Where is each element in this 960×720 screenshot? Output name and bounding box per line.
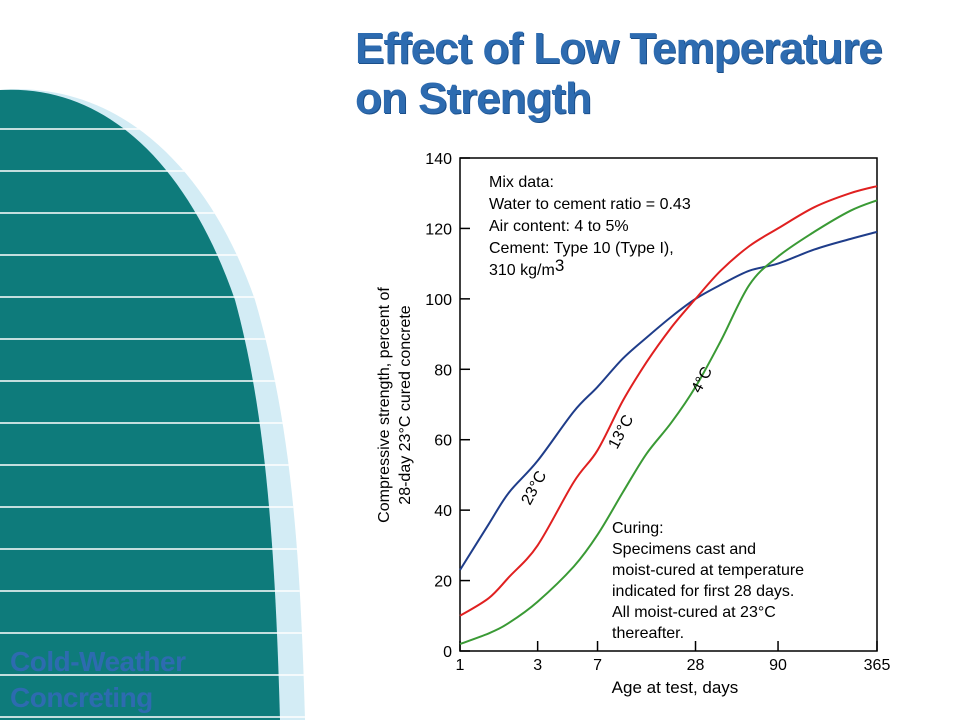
curing-line-4: indicated for first 28 days. <box>612 583 794 600</box>
y-tick-label: 80 <box>434 362 452 379</box>
y-axis-label-line-1: Compressive strength, percent of <box>376 287 393 523</box>
curing-line-6: thereafter. <box>612 625 684 642</box>
y-tick-label: 20 <box>434 574 452 591</box>
series-lines <box>459 185 878 645</box>
curing-line-1: Curing: <box>612 520 664 537</box>
curing-note: Curing: Specimens cast and moist-cured a… <box>612 520 804 642</box>
course-label-line-2: Concreting <box>10 682 153 713</box>
strength-chart: 0 20 40 60 80 100 120 140 1 3 7 28 90 365 Compressiv… <box>376 151 891 697</box>
y-axis: 0 20 40 60 80 100 120 140 <box>425 151 470 661</box>
course-label: Cold-Weather Concreting <box>10 644 186 716</box>
y-tick-label: 120 <box>425 221 452 238</box>
mix-data-line-4: Cement: Type 10 (Type I), <box>489 240 674 257</box>
y-tick-label: 100 <box>425 292 452 309</box>
slide-title-line-1: Effect of Low Temperature <box>355 24 883 73</box>
plot-frame <box>459 157 878 652</box>
x-tick-label: 28 <box>687 657 705 674</box>
slide-decoration <box>0 89 305 720</box>
mix-data-note: Mix data: Water to cement ratio = 0.43 A… <box>489 174 691 279</box>
y-tick-label: 40 <box>434 503 452 520</box>
x-tick-label: 3 <box>533 657 542 674</box>
y-tick-label: 140 <box>425 151 452 168</box>
mix-data-line-3: Air content: 4 to 5% <box>489 218 629 235</box>
x-tick-label: 7 <box>593 657 602 674</box>
series-line-2 <box>459 185 878 617</box>
mix-data-line-1: Mix data: <box>489 174 554 191</box>
series-line-1 <box>459 230 878 571</box>
series-line-3 <box>459 199 878 645</box>
series-label-4c: 4°C <box>689 364 717 396</box>
x-tick-label: 365 <box>864 657 891 674</box>
teal-arc-shape <box>0 89 280 720</box>
curing-line-5: All moist-cured at 23°C <box>612 604 776 621</box>
mix-data-line-5: 310 kg/m3 <box>489 256 564 279</box>
series-label-23c: 23°C <box>519 468 551 508</box>
y-axis-label-line-2: 28-day 23°C cured concrete <box>397 305 414 505</box>
slide-title-line-2: on Strength <box>355 74 592 123</box>
series-label-13c: 13°C <box>606 412 638 452</box>
curing-line-3: moist-cured at temperature <box>612 562 804 579</box>
mix-data-unit: 310 kg/m <box>489 262 555 279</box>
x-axis: 1 3 7 28 90 365 <box>456 641 891 674</box>
x-tick-label: 1 <box>456 657 465 674</box>
course-label-line-1: Cold-Weather <box>10 646 186 677</box>
y-tick-label: 0 <box>443 644 452 661</box>
curing-line-2: Specimens cast and <box>612 541 756 558</box>
x-axis-label: Age at test, days <box>612 678 739 697</box>
mix-data-superscript: 3 <box>555 256 564 275</box>
slide-title: Effect of Low Temperature on Strength <box>355 24 883 124</box>
x-tick-label: 90 <box>769 657 787 674</box>
mix-data-line-2: Water to cement ratio = 0.43 <box>489 196 691 213</box>
y-tick-label: 60 <box>434 433 452 450</box>
